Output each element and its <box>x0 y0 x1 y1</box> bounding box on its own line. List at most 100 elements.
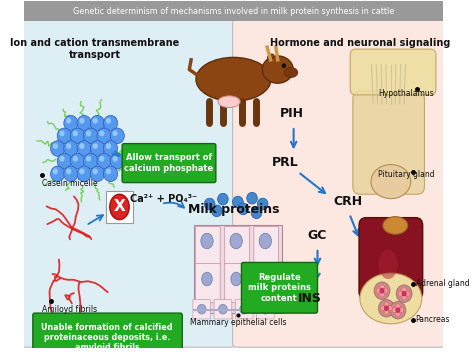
Circle shape <box>79 118 84 124</box>
Ellipse shape <box>196 57 271 101</box>
Circle shape <box>402 291 406 296</box>
Circle shape <box>218 193 228 205</box>
Circle shape <box>390 302 406 319</box>
Circle shape <box>384 310 389 315</box>
Circle shape <box>86 156 91 162</box>
Circle shape <box>112 130 118 136</box>
Circle shape <box>233 196 243 208</box>
Circle shape <box>53 143 58 149</box>
Text: Allow transport of
calcium phosphate: Allow transport of calcium phosphate <box>124 153 214 173</box>
Ellipse shape <box>231 272 241 286</box>
Circle shape <box>84 128 98 143</box>
Circle shape <box>383 288 388 293</box>
Circle shape <box>399 308 404 313</box>
Circle shape <box>73 130 78 136</box>
FancyBboxPatch shape <box>235 299 253 319</box>
Circle shape <box>91 141 104 156</box>
Text: Amiloyd fibrils: Amiloyd fibrils <box>42 305 97 314</box>
Circle shape <box>106 168 111 174</box>
FancyBboxPatch shape <box>254 226 279 265</box>
Circle shape <box>86 130 91 136</box>
Circle shape <box>110 153 124 169</box>
Circle shape <box>77 141 91 156</box>
Circle shape <box>396 308 400 313</box>
Circle shape <box>251 207 262 219</box>
Text: Hypothalamus: Hypothalamus <box>378 89 434 98</box>
FancyBboxPatch shape <box>194 225 282 313</box>
Circle shape <box>73 156 78 162</box>
Ellipse shape <box>383 217 408 234</box>
Text: PRL: PRL <box>272 156 298 169</box>
Text: Ion and cation transmembrane
transport: Ion and cation transmembrane transport <box>10 38 179 60</box>
Circle shape <box>57 128 71 143</box>
Text: PIH: PIH <box>280 107 304 120</box>
Circle shape <box>99 156 104 162</box>
Ellipse shape <box>201 233 213 249</box>
Circle shape <box>204 198 215 210</box>
Circle shape <box>104 141 118 156</box>
Circle shape <box>92 143 98 149</box>
FancyBboxPatch shape <box>225 226 249 265</box>
Circle shape <box>66 168 71 174</box>
Circle shape <box>399 308 404 313</box>
FancyBboxPatch shape <box>233 18 445 347</box>
Text: Adrenal gland: Adrenal gland <box>416 279 469 288</box>
Text: Genetic determinism of mechanisms involved in milk protein synthesis in cattle: Genetic determinism of mechanisms involv… <box>73 7 394 16</box>
Circle shape <box>91 166 104 182</box>
Circle shape <box>99 130 104 136</box>
Circle shape <box>238 203 248 215</box>
Circle shape <box>66 143 71 149</box>
FancyBboxPatch shape <box>22 18 235 347</box>
Circle shape <box>405 291 410 296</box>
Text: Ca²⁺ + PO₄³⁻: Ca²⁺ + PO₄³⁻ <box>130 194 197 204</box>
Circle shape <box>51 141 64 156</box>
FancyBboxPatch shape <box>195 263 220 302</box>
Circle shape <box>384 306 389 311</box>
Circle shape <box>91 115 104 131</box>
FancyBboxPatch shape <box>106 191 133 222</box>
Circle shape <box>106 118 111 124</box>
Text: Pancreas: Pancreas <box>416 315 450 324</box>
Circle shape <box>92 118 98 124</box>
Text: Casein micelle: Casein micelle <box>42 179 97 188</box>
Text: X: X <box>114 199 125 214</box>
Circle shape <box>59 156 64 162</box>
Ellipse shape <box>267 54 274 60</box>
Circle shape <box>282 63 286 68</box>
Circle shape <box>380 284 384 289</box>
Ellipse shape <box>284 68 298 77</box>
Text: GC: GC <box>307 229 326 242</box>
Circle shape <box>79 168 84 174</box>
Circle shape <box>376 288 381 293</box>
Circle shape <box>97 128 111 143</box>
Circle shape <box>211 205 222 217</box>
Ellipse shape <box>110 194 129 220</box>
Circle shape <box>388 306 392 311</box>
Text: CRH: CRH <box>333 195 363 208</box>
Circle shape <box>405 291 410 296</box>
Circle shape <box>77 115 91 131</box>
Circle shape <box>71 128 84 143</box>
FancyBboxPatch shape <box>214 299 232 319</box>
Circle shape <box>197 304 206 314</box>
Circle shape <box>380 288 384 293</box>
FancyBboxPatch shape <box>254 263 279 302</box>
Circle shape <box>380 292 384 297</box>
Circle shape <box>396 285 412 302</box>
Circle shape <box>240 304 248 314</box>
FancyBboxPatch shape <box>193 299 210 319</box>
Circle shape <box>66 118 71 124</box>
Circle shape <box>64 166 78 182</box>
Circle shape <box>388 306 392 311</box>
FancyBboxPatch shape <box>195 226 220 265</box>
Ellipse shape <box>360 273 422 324</box>
Circle shape <box>398 291 403 296</box>
FancyBboxPatch shape <box>24 1 443 21</box>
Circle shape <box>392 308 397 313</box>
Circle shape <box>84 153 98 169</box>
Circle shape <box>71 153 84 169</box>
Circle shape <box>51 166 64 182</box>
Ellipse shape <box>202 272 212 286</box>
Circle shape <box>106 143 111 149</box>
Text: Regulate
milk proteins
content: Regulate milk proteins content <box>248 273 311 303</box>
